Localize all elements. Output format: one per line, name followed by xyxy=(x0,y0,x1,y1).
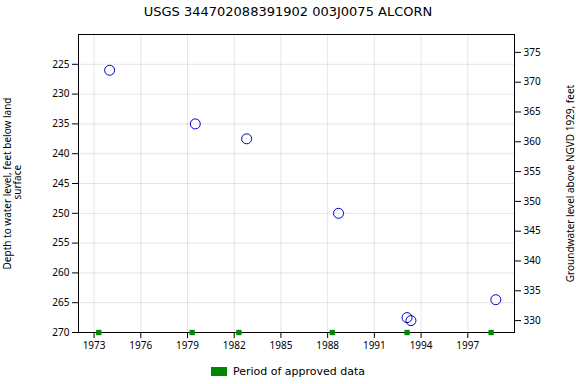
svg-text:240: 240 xyxy=(52,146,69,160)
svg-text:360: 360 xyxy=(524,134,541,148)
html-text:Period of approved data: Period of approved data xyxy=(232,364,366,378)
svg-text:260: 260 xyxy=(52,265,69,279)
svg-text:375: 375 xyxy=(524,45,541,59)
svg-text:Groundwater level above NGVD 1: Groundwater level above NGVD 1929, feet xyxy=(563,84,576,282)
svg-text:330: 330 xyxy=(524,313,541,327)
svg-text:350: 350 xyxy=(524,194,541,208)
svg-text:Depth to water level, feet bel: Depth to water level, feet below land su… xyxy=(0,98,24,270)
svg-text:1997: 1997 xyxy=(456,338,479,352)
html-text:USGS 344702088391902 003J0075: USGS 344702088391902 003J0075 ALCORN xyxy=(143,4,433,19)
svg-text:250: 250 xyxy=(52,206,69,220)
svg-text:1991: 1991 xyxy=(363,338,386,352)
svg-text:345: 345 xyxy=(524,223,541,237)
svg-text:265: 265 xyxy=(52,295,69,309)
svg-text:340: 340 xyxy=(524,253,541,267)
svg-text:225: 225 xyxy=(52,57,69,71)
svg-text:355: 355 xyxy=(524,164,541,178)
svg-text:365: 365 xyxy=(524,104,541,118)
svg-text:335: 335 xyxy=(524,283,541,297)
svg-text:370: 370 xyxy=(524,74,541,88)
svg-text:1985: 1985 xyxy=(269,338,292,352)
svg-text:1973: 1973 xyxy=(83,338,106,352)
svg-text:1988: 1988 xyxy=(316,338,339,352)
svg-text:270: 270 xyxy=(52,325,69,339)
svg-text:1982: 1982 xyxy=(223,338,246,352)
svg-text:245: 245 xyxy=(52,176,69,190)
svg-text:1979: 1979 xyxy=(176,338,199,352)
svg-text:255: 255 xyxy=(52,235,69,249)
svg-text:235: 235 xyxy=(52,116,69,130)
svg-text:230: 230 xyxy=(52,86,69,100)
svg-text:1976: 1976 xyxy=(129,338,152,352)
svg-text:1994: 1994 xyxy=(410,338,433,352)
